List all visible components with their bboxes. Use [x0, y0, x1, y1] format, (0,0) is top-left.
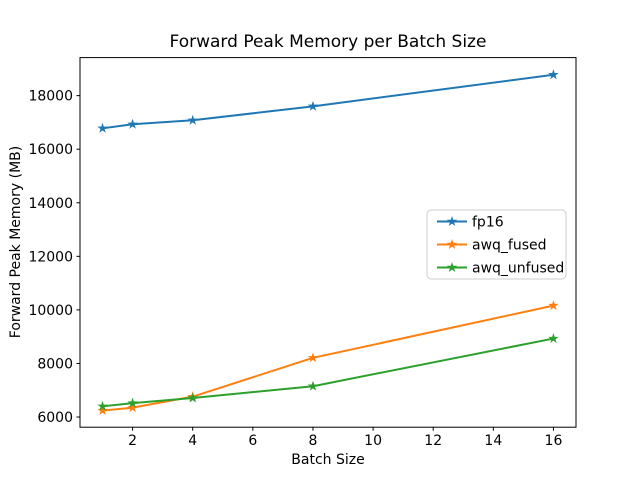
series-marker-awq_unfused: [127, 397, 138, 408]
series-marker-fp16: [307, 100, 319, 111]
legend-label: awq_fused: [472, 238, 547, 254]
legend-box: [426, 209, 567, 280]
series-marker-awq_fused: [307, 352, 319, 363]
y-tick-label: 14000: [28, 196, 73, 212]
x-tick-label: 10: [364, 433, 382, 449]
legend-label: fp16: [472, 215, 504, 231]
series-marker-awq_fused: [127, 402, 138, 413]
y-tick-label: 8000: [37, 356, 73, 372]
x-tick-label: 14: [484, 433, 502, 449]
x-axis-label: Batch Size: [291, 452, 364, 468]
x-tick-label: 8: [309, 433, 318, 449]
x-tick-label: 12: [424, 433, 442, 449]
y-tick-label: 12000: [28, 249, 73, 265]
chart-title: Forward Peak Memory per Batch Size: [170, 32, 487, 52]
legend-label: awq_unfused: [472, 261, 564, 277]
series-line-fp16: [102, 73, 554, 130]
y-tick-label: 18000: [28, 89, 73, 105]
series-line-awq_fused: [102, 304, 554, 412]
y-axis-label: Forward Peak Memory (MB): [8, 146, 24, 338]
legend-sample-marker: [446, 262, 458, 272]
legend-sample-marker: [446, 216, 458, 226]
series-marker-fp16: [187, 114, 198, 125]
y-tick-label: 16000: [28, 142, 73, 158]
series-line-awq_unfused: [102, 337, 554, 408]
series-marker-fp16: [548, 69, 559, 80]
series-marker-awq_unfused: [97, 400, 108, 411]
series-marker-awq_unfused: [548, 333, 559, 343]
x-tick-label: 4: [188, 433, 197, 449]
y-tick-label: 10000: [28, 303, 73, 319]
x-tick-label: 16: [545, 433, 563, 449]
series-marker-fp16: [97, 122, 108, 133]
y-tick-label: 6000: [37, 410, 73, 426]
series-marker-awq_unfused: [307, 380, 319, 391]
x-tick-label: 2: [128, 433, 137, 449]
plot-border: [79, 57, 577, 428]
series-marker-awq_fused: [97, 405, 108, 416]
series-marker-awq_fused: [548, 300, 559, 311]
series-marker-awq_unfused: [187, 392, 198, 403]
legend-sample-marker: [446, 239, 458, 249]
series-marker-fp16: [127, 118, 138, 129]
x-tick-label: 6: [248, 433, 257, 449]
